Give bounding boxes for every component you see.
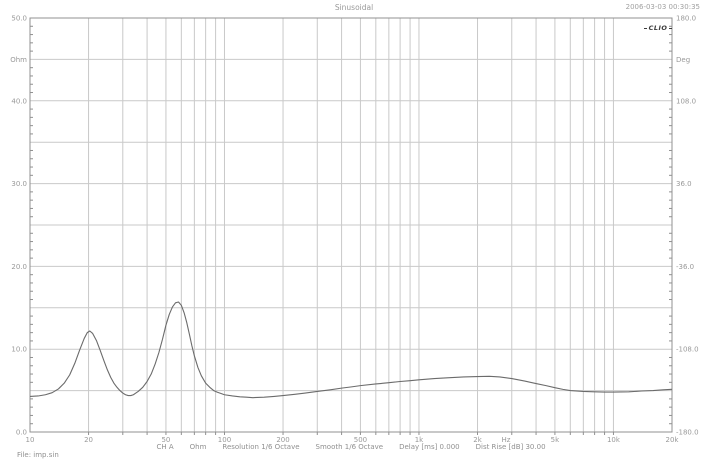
x-axis-tick-label: 20k (666, 436, 680, 444)
x-axis-tick-label: 100 (218, 436, 231, 444)
x-axis-tick-label: 200 (276, 436, 289, 444)
impedance-curve (29, 301, 673, 399)
clio-logo-right-wing (669, 27, 672, 29)
left-axis-label: 0.0 (16, 429, 27, 437)
x-axis-tick-label: 10 (26, 436, 35, 444)
left-axis-label: 20.0 (11, 263, 27, 271)
right-axis-label: -36.0 (676, 263, 694, 271)
x-axis-tick-label: 1k (415, 436, 424, 444)
left-axis-label: 50.0 (11, 15, 27, 23)
setting-item: Smooth 1/6 Octave (315, 443, 384, 451)
setting-item: Ohm (189, 443, 207, 451)
left-axis-label: 40.0 (11, 97, 27, 105)
x-axis-tick-label: 20 (84, 436, 93, 444)
setting-item: Dist Rise [dB] 30.00 (475, 443, 546, 451)
x-axis-tick-label: 2k (473, 436, 482, 444)
setting-item: Resolution 1/6 Octave (222, 443, 300, 451)
setting-item: Delay [ms] 0.000 (399, 443, 460, 451)
right-axis-label: 108.0 (676, 97, 696, 105)
left-axis-label: 30.0 (11, 180, 27, 188)
measurement-title: Sinusoidal (334, 3, 374, 12)
x-axis-tick-label: Hz (501, 436, 510, 444)
x-axis-tick-label: 5k (551, 436, 560, 444)
plot-frame (29, 17, 673, 433)
x-axis-tick-label: 50 (161, 436, 170, 444)
clio-logo: CLIO (644, 24, 672, 32)
measurement-datetime: 2006-03-03 00:30:35 (625, 3, 700, 11)
right-axis-label: -108.0 (676, 346, 699, 354)
measurement-settings-bar: CH A Ohm Resolution 1/6 Octave Smooth 1/6 O… (30, 443, 672, 451)
clio-logo-text: CLIO (648, 24, 668, 32)
right-axis-label: 36.0 (676, 180, 692, 188)
x-axis-tick-label: 500 (354, 436, 367, 444)
right-axis-label: -180.0 (676, 429, 699, 437)
left-axis-label: 10.0 (11, 346, 27, 354)
x-axis-tick-label: 10k (607, 436, 621, 444)
left-axis-label: Ohm (10, 56, 27, 64)
setting-item: CH A (156, 443, 174, 451)
right-axis-label: 180.0 (676, 15, 696, 23)
clio-logo-left-wing (644, 27, 647, 29)
right-axis-label: Deg (676, 56, 690, 64)
file-name-label: File: imp.sin (17, 451, 59, 459)
